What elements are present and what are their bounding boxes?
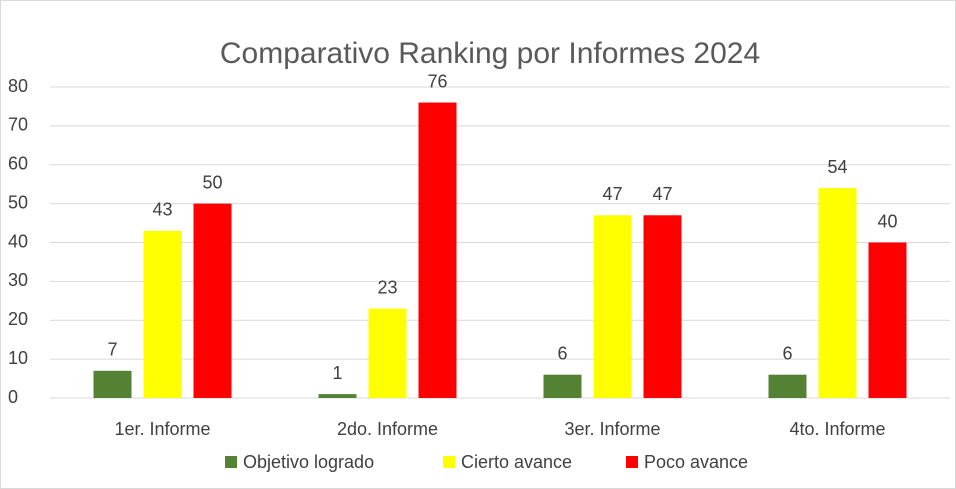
data-label: 7 (107, 340, 117, 360)
data-label: 6 (557, 343, 567, 363)
bar (818, 188, 857, 398)
bar (543, 374, 582, 398)
chart-title: Comparativo Ranking por Informes 2024 (220, 37, 760, 70)
y-tick-label: 40 (8, 231, 28, 251)
data-label: 40 (877, 211, 897, 231)
y-tick-label: 0 (8, 387, 18, 407)
legend-label: Objetivo logrado (243, 452, 374, 472)
data-label: 43 (152, 200, 172, 220)
x-tick-label: 1er. Informe (114, 419, 210, 439)
x-tick-label: 2do. Informe (337, 419, 438, 439)
x-tick-label: 4to. Informe (789, 419, 885, 439)
data-label: 47 (602, 184, 622, 204)
bar (643, 215, 682, 398)
bar (193, 203, 232, 398)
y-tick-label: 80 (8, 76, 28, 96)
data-label: 6 (782, 343, 792, 363)
y-tick-label: 30 (8, 270, 28, 290)
y-tick-label: 60 (8, 154, 28, 174)
bar (593, 215, 632, 398)
bar (868, 242, 907, 398)
y-tick-label: 10 (8, 348, 28, 368)
bar (318, 394, 357, 398)
bar (418, 102, 457, 399)
legend-label: Poco avance (644, 452, 748, 472)
y-tick-label: 50 (8, 192, 28, 212)
bar (768, 374, 807, 398)
data-label: 50 (202, 172, 222, 192)
legend-swatch (626, 456, 638, 468)
data-label: 23 (377, 277, 397, 297)
bar (93, 370, 132, 398)
data-label: 54 (827, 157, 847, 177)
bar (368, 308, 407, 398)
data-label: 76 (427, 71, 447, 91)
y-tick-label: 70 (8, 115, 28, 135)
bar (143, 230, 182, 398)
y-tick-label: 20 (8, 309, 28, 329)
legend-swatch (443, 456, 455, 468)
x-tick-label: 3er. Informe (564, 419, 660, 439)
legend-label: Cierto avance (461, 452, 572, 472)
data-label: 1 (332, 363, 342, 383)
legend-swatch (225, 456, 237, 468)
data-label: 47 (652, 184, 672, 204)
